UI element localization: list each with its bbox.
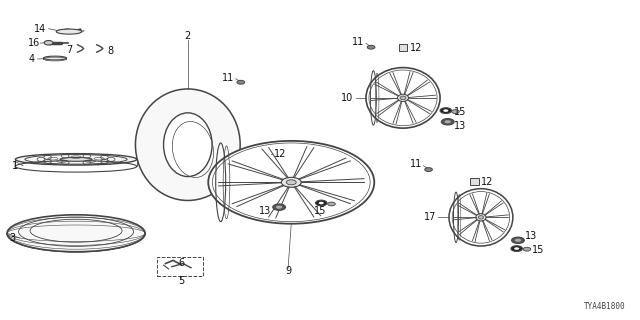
Polygon shape xyxy=(228,161,284,180)
Text: 1: 1 xyxy=(12,161,18,171)
Polygon shape xyxy=(218,182,282,186)
Circle shape xyxy=(523,247,531,251)
Circle shape xyxy=(208,141,374,224)
Ellipse shape xyxy=(366,68,440,128)
Circle shape xyxy=(425,168,433,172)
Circle shape xyxy=(367,45,375,49)
Ellipse shape xyxy=(397,94,408,101)
Ellipse shape xyxy=(476,214,486,221)
Text: 11: 11 xyxy=(410,159,422,169)
Text: 6: 6 xyxy=(179,258,184,268)
Circle shape xyxy=(452,110,460,114)
Circle shape xyxy=(445,120,451,123)
Bar xyxy=(157,257,203,276)
Circle shape xyxy=(273,204,285,210)
Circle shape xyxy=(515,239,521,242)
Ellipse shape xyxy=(164,113,212,177)
Circle shape xyxy=(286,180,296,185)
Circle shape xyxy=(282,177,301,187)
Text: 12: 12 xyxy=(273,149,286,159)
Bar xyxy=(470,179,479,185)
Ellipse shape xyxy=(478,216,483,219)
Polygon shape xyxy=(293,147,314,178)
Text: 12: 12 xyxy=(410,43,422,52)
Circle shape xyxy=(276,205,282,209)
Circle shape xyxy=(514,247,519,250)
Circle shape xyxy=(319,202,324,204)
Polygon shape xyxy=(301,179,364,182)
Text: 15: 15 xyxy=(454,107,467,116)
Text: 16: 16 xyxy=(28,38,40,48)
Text: 12: 12 xyxy=(481,177,493,187)
Text: 11: 11 xyxy=(222,73,234,83)
Ellipse shape xyxy=(15,154,137,165)
Circle shape xyxy=(316,200,327,206)
Ellipse shape xyxy=(44,56,67,60)
Circle shape xyxy=(444,109,449,112)
Text: 13: 13 xyxy=(259,206,271,216)
Polygon shape xyxy=(299,158,350,180)
Text: 15: 15 xyxy=(314,206,326,216)
Circle shape xyxy=(511,237,524,244)
Polygon shape xyxy=(232,185,284,207)
Polygon shape xyxy=(269,187,289,218)
Text: 2: 2 xyxy=(185,31,191,41)
Ellipse shape xyxy=(449,189,513,246)
Circle shape xyxy=(440,108,452,114)
Text: 15: 15 xyxy=(532,245,545,255)
Text: 8: 8 xyxy=(108,46,113,56)
Text: 13: 13 xyxy=(525,231,537,241)
Circle shape xyxy=(442,119,454,125)
Ellipse shape xyxy=(136,89,240,200)
Ellipse shape xyxy=(56,29,82,34)
Ellipse shape xyxy=(7,215,145,252)
Text: 10: 10 xyxy=(340,93,353,103)
Text: 3: 3 xyxy=(9,233,15,243)
Text: 14: 14 xyxy=(34,24,47,34)
Ellipse shape xyxy=(400,96,406,100)
Text: 17: 17 xyxy=(424,212,436,222)
Bar xyxy=(261,150,271,157)
Text: 11: 11 xyxy=(352,37,364,47)
Circle shape xyxy=(328,202,335,206)
Polygon shape xyxy=(262,148,288,178)
Text: 9: 9 xyxy=(285,266,291,276)
Circle shape xyxy=(44,41,53,45)
Polygon shape xyxy=(294,187,321,217)
Bar xyxy=(399,44,408,51)
Polygon shape xyxy=(300,185,355,204)
Text: 5: 5 xyxy=(179,276,184,286)
Ellipse shape xyxy=(60,157,92,161)
Text: TYA4B1800: TYA4B1800 xyxy=(584,302,625,311)
Circle shape xyxy=(237,80,244,84)
Circle shape xyxy=(511,246,522,252)
Text: 13: 13 xyxy=(454,121,467,131)
Text: 7: 7 xyxy=(67,45,73,55)
Text: 4: 4 xyxy=(28,54,35,64)
